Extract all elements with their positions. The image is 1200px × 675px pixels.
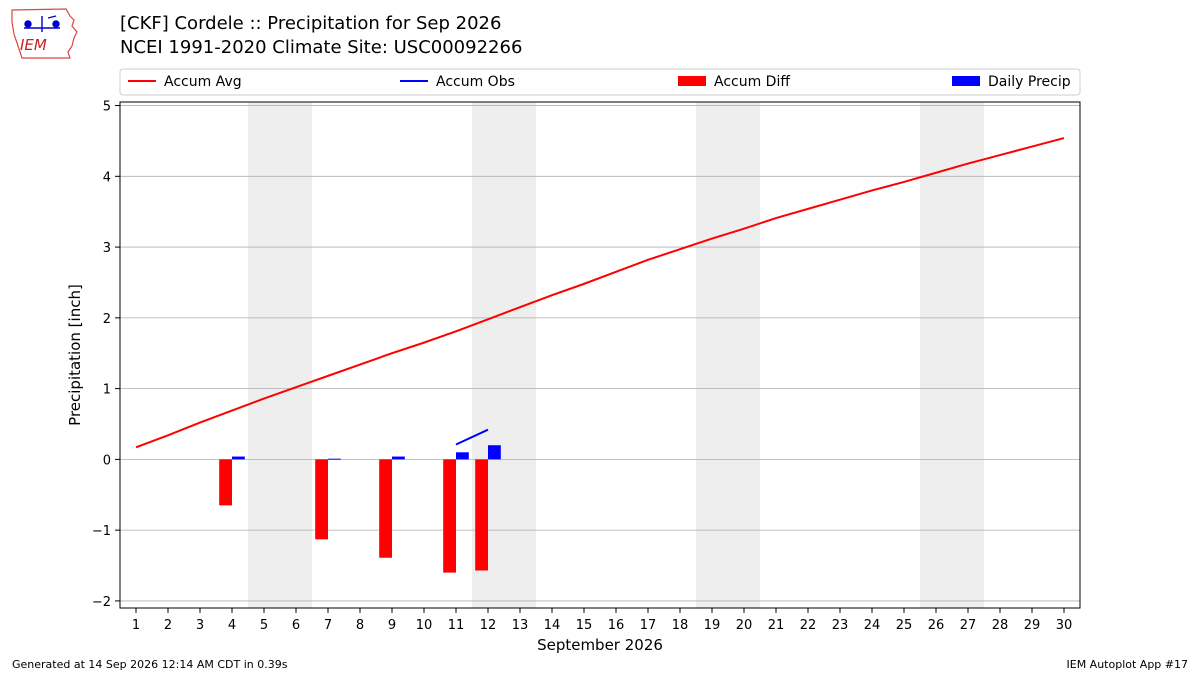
y-tick-label: 2 <box>103 312 111 327</box>
x-tick-label: 10 <box>416 618 433 633</box>
accum-diff-bar-day-9 <box>379 459 392 558</box>
x-tick-label: 2 <box>164 618 172 633</box>
x-tick-label: 28 <box>992 618 1009 633</box>
y-tick-label: −2 <box>92 595 111 610</box>
daily-precip-bar-day-9 <box>392 456 405 460</box>
bars <box>219 445 501 573</box>
plot-frame <box>119 101 1081 609</box>
x-tick-label: 8 <box>356 618 364 633</box>
accum-diff-bar-day-7 <box>315 459 328 540</box>
accum-avg-line <box>135 137 1065 449</box>
y-axis-label: Precipitation [inch] <box>66 284 84 426</box>
x-tick-label: 20 <box>736 618 753 633</box>
daily-precip-bar-day-12 <box>488 445 501 460</box>
x-tick-label: 9 <box>388 618 396 633</box>
x-axis-ticks: 1 2 3 4 5 6 7 8 9 10 11 12 13 14 15 16 17 18 19 20 21 22 23 24 2… <box>132 608 1072 633</box>
x-tick-label: 18 <box>672 618 689 633</box>
chart-subtitle: NCEI 1991-2020 Climate Site: USC00092266 <box>120 37 523 58</box>
x-tick-label: 13 <box>512 618 529 633</box>
x-tick-label: 29 <box>1024 618 1041 633</box>
accum-obs-line <box>455 428 489 446</box>
x-tick-label: 19 <box>704 618 721 633</box>
weekend-band-day-20 <box>728 102 760 608</box>
x-tick-label: 12 <box>480 618 497 633</box>
lines <box>135 137 1065 449</box>
weather-station-icon <box>24 15 60 32</box>
legend-label: Daily Precip <box>988 74 1071 90</box>
legend-swatch-bar <box>678 76 706 86</box>
y-tick-label: 1 <box>103 383 111 398</box>
chart-title: [CKF] Cordele :: Precipitation for Sep 2… <box>120 13 502 34</box>
x-tick-label: 11 <box>448 618 465 633</box>
x-tick-label: 1 <box>132 618 140 633</box>
x-tick-label: 6 <box>292 618 300 633</box>
x-tick-label: 16 <box>608 618 625 633</box>
accum-diff-bar-day-4 <box>219 459 232 506</box>
x-tick-label: 23 <box>832 618 849 633</box>
y-axis-ticks: −2 −1 0 1 2 3 4 5 <box>92 100 120 610</box>
weekend-shading <box>248 102 984 608</box>
y-tick-label: −1 <box>92 524 111 539</box>
legend: Accum Avg Accum Obs Accum Diff Daily Precip <box>119 68 1081 96</box>
x-tick-label: 30 <box>1056 618 1073 633</box>
daily-precip-bar-day-7 <box>328 458 341 460</box>
gridlines <box>120 105 1080 602</box>
weekend-band-day-13 <box>504 102 536 608</box>
x-tick-label: 4 <box>228 618 236 633</box>
weekend-band-day-26 <box>920 102 952 608</box>
weekend-band-day-27 <box>952 102 984 608</box>
x-tick-label: 22 <box>800 618 817 633</box>
y-tick-label: 5 <box>103 100 111 115</box>
x-tick-label: 5 <box>260 618 268 633</box>
weekend-band-day-19 <box>696 102 728 608</box>
legend-box <box>119 68 1081 96</box>
x-tick-label: 27 <box>960 618 977 633</box>
y-tick-label: 4 <box>103 170 111 185</box>
x-tick-label: 3 <box>196 618 204 633</box>
iowa-outline-icon <box>11 8 78 59</box>
x-tick-label: 24 <box>864 618 881 633</box>
x-tick-label: 17 <box>640 618 657 633</box>
x-tick-label: 26 <box>928 618 945 633</box>
legend-label: Accum Obs <box>436 74 515 90</box>
y-tick-label: 0 <box>103 453 111 468</box>
x-tick-label: 15 <box>576 618 593 633</box>
y-tick-label: 3 <box>103 241 111 256</box>
iem-logo: IEM <box>11 8 78 59</box>
x-axis-label: September 2026 <box>537 636 663 654</box>
daily-precip-bar-day-4 <box>232 456 245 460</box>
accum-diff-bar-day-11 <box>443 459 456 573</box>
logo-text: IEM <box>20 36 47 54</box>
weekend-band-day-6 <box>280 102 312 608</box>
daily-precip-bar-day-11 <box>456 452 469 460</box>
x-tick-label: 21 <box>768 618 785 633</box>
legend-swatch-bar <box>952 76 980 86</box>
app-label: IEM Autoplot App #17 <box>1066 658 1189 671</box>
x-tick-label: 7 <box>324 618 332 633</box>
generated-timestamp: Generated at 14 Sep 2026 12:14 AM CDT in… <box>12 658 288 671</box>
legend-label: Accum Avg <box>164 74 242 90</box>
x-tick-label: 25 <box>896 618 913 633</box>
accum-diff-bar-day-12 <box>475 459 488 571</box>
legend-label: Accum Diff <box>714 74 790 90</box>
x-tick-label: 14 <box>544 618 561 633</box>
weekend-band-day-5 <box>248 102 280 608</box>
